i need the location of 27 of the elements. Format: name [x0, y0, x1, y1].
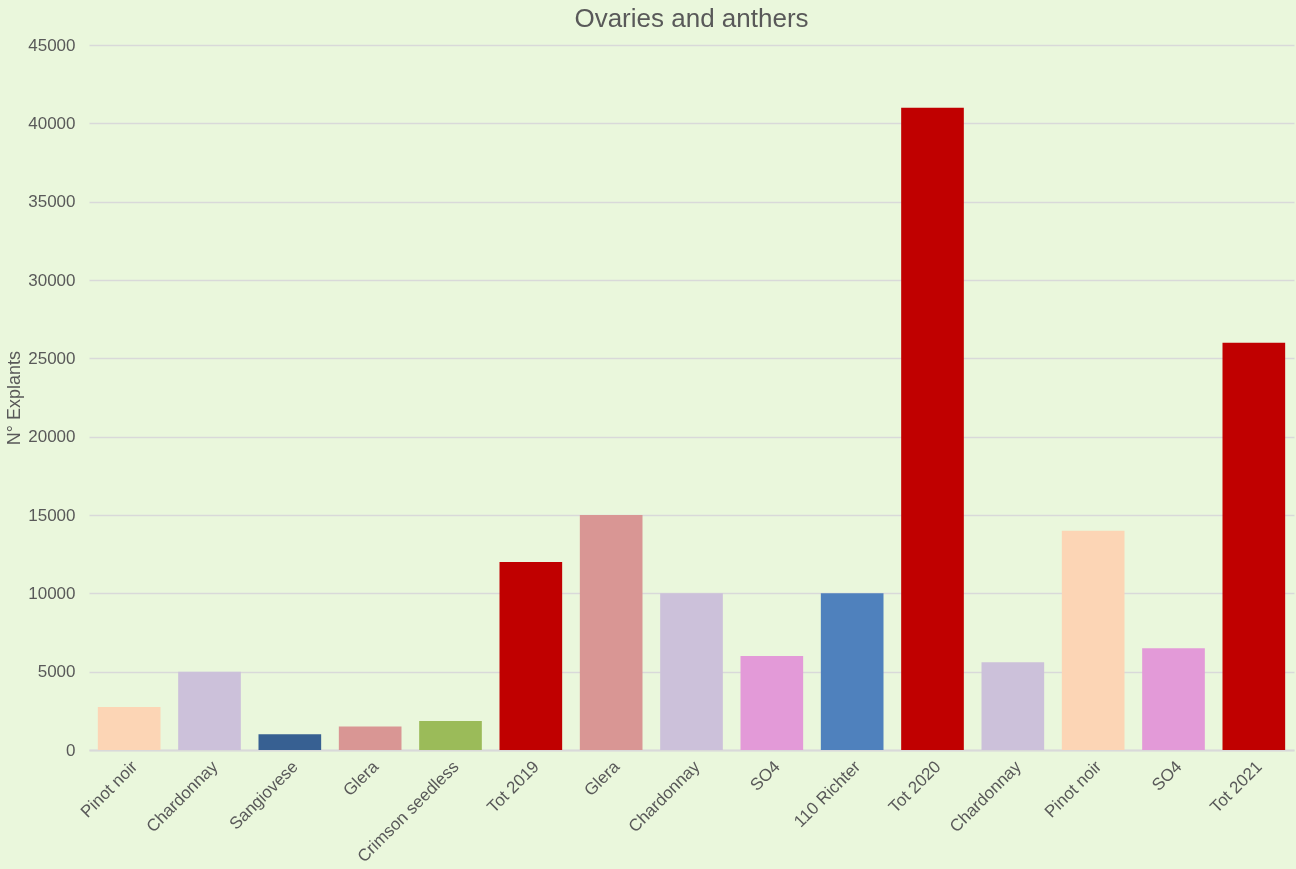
- bar: [901, 107, 964, 750]
- chart-title: Ovaries and anthers: [574, 3, 809, 33]
- y-tick-label: 5000: [37, 662, 76, 682]
- bar: [660, 593, 723, 750]
- y-tick-label: 25000: [28, 348, 76, 368]
- y-tick-label: 15000: [28, 505, 76, 525]
- bar: [820, 593, 884, 750]
- y-tick-label: 10000: [28, 583, 76, 603]
- bar: [419, 721, 482, 750]
- y-tick-label: 20000: [28, 427, 76, 447]
- bar: [499, 562, 563, 750]
- bar: [338, 726, 402, 750]
- bar: [178, 671, 241, 750]
- bar: [740, 656, 804, 750]
- y-tick-label: 45000: [28, 35, 76, 55]
- bar: [1061, 530, 1125, 750]
- bar: [981, 662, 1045, 750]
- y-tick-label: 35000: [28, 192, 76, 212]
- y-tick-label: 30000: [28, 270, 76, 290]
- bar: [1142, 648, 1205, 750]
- bar: [258, 734, 322, 750]
- y-axis-title: N° Explants: [4, 350, 25, 446]
- bar: [1222, 342, 1286, 750]
- y-tick-label: 40000: [28, 113, 76, 133]
- y-tick-label: 0: [66, 740, 76, 760]
- bar: [97, 706, 161, 750]
- bar: [579, 515, 643, 750]
